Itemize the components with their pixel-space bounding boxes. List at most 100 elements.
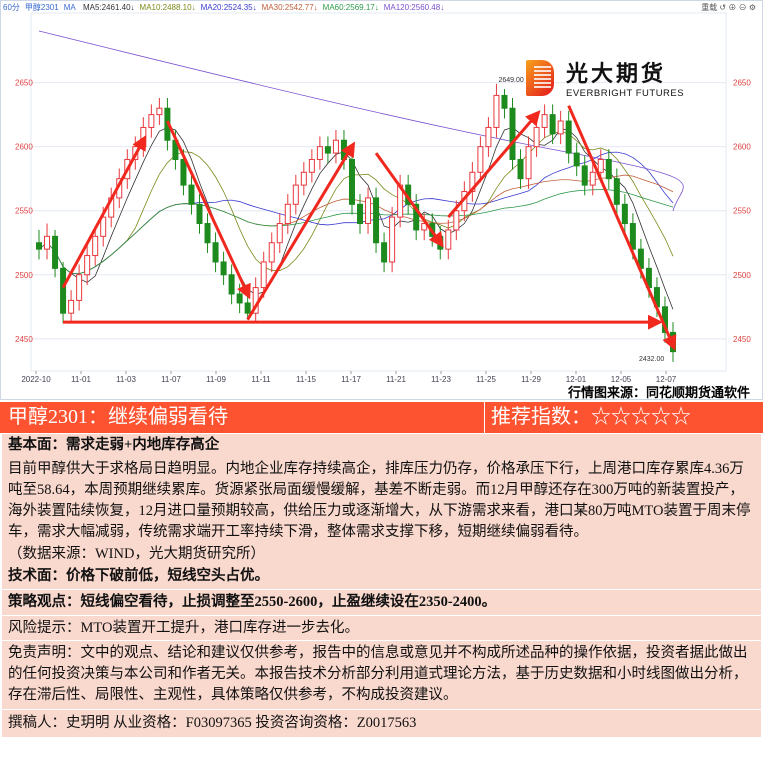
chart-toolbar: 重载 ↺ ⊕ ⊖ ⚙ xyxy=(701,2,756,13)
candle-body xyxy=(509,107,516,160)
candle-body xyxy=(180,158,187,186)
candle-body xyxy=(348,158,355,205)
candle-body xyxy=(621,203,628,225)
fundamental-section: 基本面：需求走弱+内地库存高企 目前甲醇供大于求格局日趋明显。内地企业库存持续高… xyxy=(2,434,761,589)
y-tick-label: 2600 xyxy=(733,143,751,152)
candle-body xyxy=(60,267,67,314)
candle-body xyxy=(68,299,75,314)
low-price-label: 2432.00 xyxy=(639,356,664,363)
strategy-text: 策略观点：短线偏空看待，止损调整至2550-2600，止盈继续设在2350-24… xyxy=(2,589,761,615)
candle-body xyxy=(565,120,572,154)
candle-body xyxy=(228,274,235,295)
candle-body xyxy=(148,114,155,128)
candle-body xyxy=(84,255,91,276)
ma-legend-item: MA60:2569.17↓ xyxy=(322,3,379,12)
zoom-in-icon[interactable]: ⊕ xyxy=(728,3,737,12)
candle-body xyxy=(573,152,580,167)
price-chart[interactable]: 60分 甲醇2301 MA MA5:2461.40↓ MA10:2488.10↓ MA2… xyxy=(0,0,763,400)
x-tick-label: 12-07 xyxy=(656,375,677,384)
candle-body xyxy=(517,158,524,180)
x-tick-label: 11-23 xyxy=(431,375,451,384)
candle-body xyxy=(589,171,596,186)
candle-body xyxy=(557,120,564,135)
candle-body xyxy=(204,223,211,244)
ma-legend-item: MA30:2542.77↓ xyxy=(261,3,318,12)
candle-body xyxy=(357,203,364,225)
candle-body xyxy=(284,203,291,225)
candle-body xyxy=(212,242,219,263)
x-tick-label: 11-17 xyxy=(341,375,361,384)
rating: 推荐指数：☆☆☆☆☆ xyxy=(485,402,691,433)
ma-legend: 60分 甲醇2301 MA MA5:2461.40↓ MA10:2488.10↓ MA2… xyxy=(3,2,454,13)
undo-icon[interactable]: ↺ xyxy=(719,3,727,12)
candle-body xyxy=(389,216,396,263)
x-tick-label: 11-03 xyxy=(116,375,136,384)
candle-body xyxy=(100,216,107,237)
candle-body xyxy=(244,302,251,314)
logo-mark-icon xyxy=(526,59,554,96)
candle-body xyxy=(44,235,51,250)
candle-body xyxy=(413,203,420,231)
candle-body xyxy=(196,203,203,225)
candle-body xyxy=(533,126,540,148)
chart-source: 行情图来源：同花顺期货通软件 xyxy=(567,385,750,400)
ma-line xyxy=(38,174,674,275)
title-bar: 甲醇2301：继续偏弱看待 推荐指数：☆☆☆☆☆ xyxy=(0,402,763,433)
x-tick-label: 11-21 xyxy=(386,375,406,384)
candle-body xyxy=(260,261,267,289)
x-tick-label: 12-01 xyxy=(566,375,587,384)
candle-body xyxy=(316,146,323,160)
candle-body xyxy=(581,165,588,186)
ma-legend-item: MA20:2524.35↓ xyxy=(200,3,257,12)
candle-body xyxy=(485,126,492,148)
symbol-label: 甲醇2301 xyxy=(24,3,59,12)
ma-legend-item: MA120:2560.48↓ xyxy=(383,3,445,12)
candle-body xyxy=(613,178,620,205)
rating-label: 推荐指数： xyxy=(491,406,591,428)
candle-body xyxy=(220,261,227,276)
candle-body xyxy=(629,223,636,250)
x-tick-label: 12-05 xyxy=(611,375,632,384)
x-tick-label: 11-15 xyxy=(296,375,316,384)
candle-body xyxy=(549,114,556,135)
plot-frame xyxy=(30,12,727,372)
ma-legend-item: MA10:2488.10↓ xyxy=(139,3,196,12)
candle-body xyxy=(453,210,460,231)
candle-body xyxy=(365,197,372,225)
candle-body xyxy=(92,235,99,257)
candle-body xyxy=(597,158,604,173)
period-label: 60分 xyxy=(3,3,20,12)
x-tick-label: 11-25 xyxy=(476,375,496,384)
ma-label: MA xyxy=(63,3,76,12)
settings-icon[interactable]: ⚙ xyxy=(748,3,756,12)
ma-line xyxy=(38,151,674,275)
candlestick-plot: 2450 2450 2500 2500 2550 2550 2600 2600 2650 2650… xyxy=(15,12,751,384)
candle-body xyxy=(541,114,548,128)
zoom-out-icon[interactable]: ⊖ xyxy=(738,3,747,12)
x-tick-label: 11-11 xyxy=(251,375,271,384)
data-source: （数据来源：WIND，光大期货研究所） xyxy=(8,546,265,562)
candle-body xyxy=(445,229,452,250)
candle-body xyxy=(300,171,307,186)
trend-arrow xyxy=(166,120,251,300)
candle-body xyxy=(421,223,428,231)
x-tick-label: 2022-10 xyxy=(21,375,51,384)
ma-legend-item: MA5:2461.40↓ xyxy=(82,3,135,12)
candle-body xyxy=(52,235,59,269)
candle-body xyxy=(381,242,388,263)
trend-arrow xyxy=(447,110,541,219)
x-tick-label: 11-09 xyxy=(206,375,226,384)
reload-button[interactable]: 重载 xyxy=(701,3,718,12)
high-price-label: 2649.00 xyxy=(498,77,523,84)
candle-body xyxy=(332,139,339,154)
candle-body xyxy=(308,158,315,173)
x-tick-label: 11-01 xyxy=(71,375,91,384)
candle-body xyxy=(605,158,612,180)
candle-body xyxy=(236,293,243,304)
trend-arrow xyxy=(246,141,356,321)
y-tick-label: 2500 xyxy=(15,271,33,280)
y-tick-label: 2500 xyxy=(733,271,751,280)
risk-text: 风险提示：MTO装置开工提升，港口库存进一步去化。 xyxy=(2,615,761,640)
candle-body xyxy=(292,184,299,205)
y-tick-label: 2650 xyxy=(733,79,751,88)
